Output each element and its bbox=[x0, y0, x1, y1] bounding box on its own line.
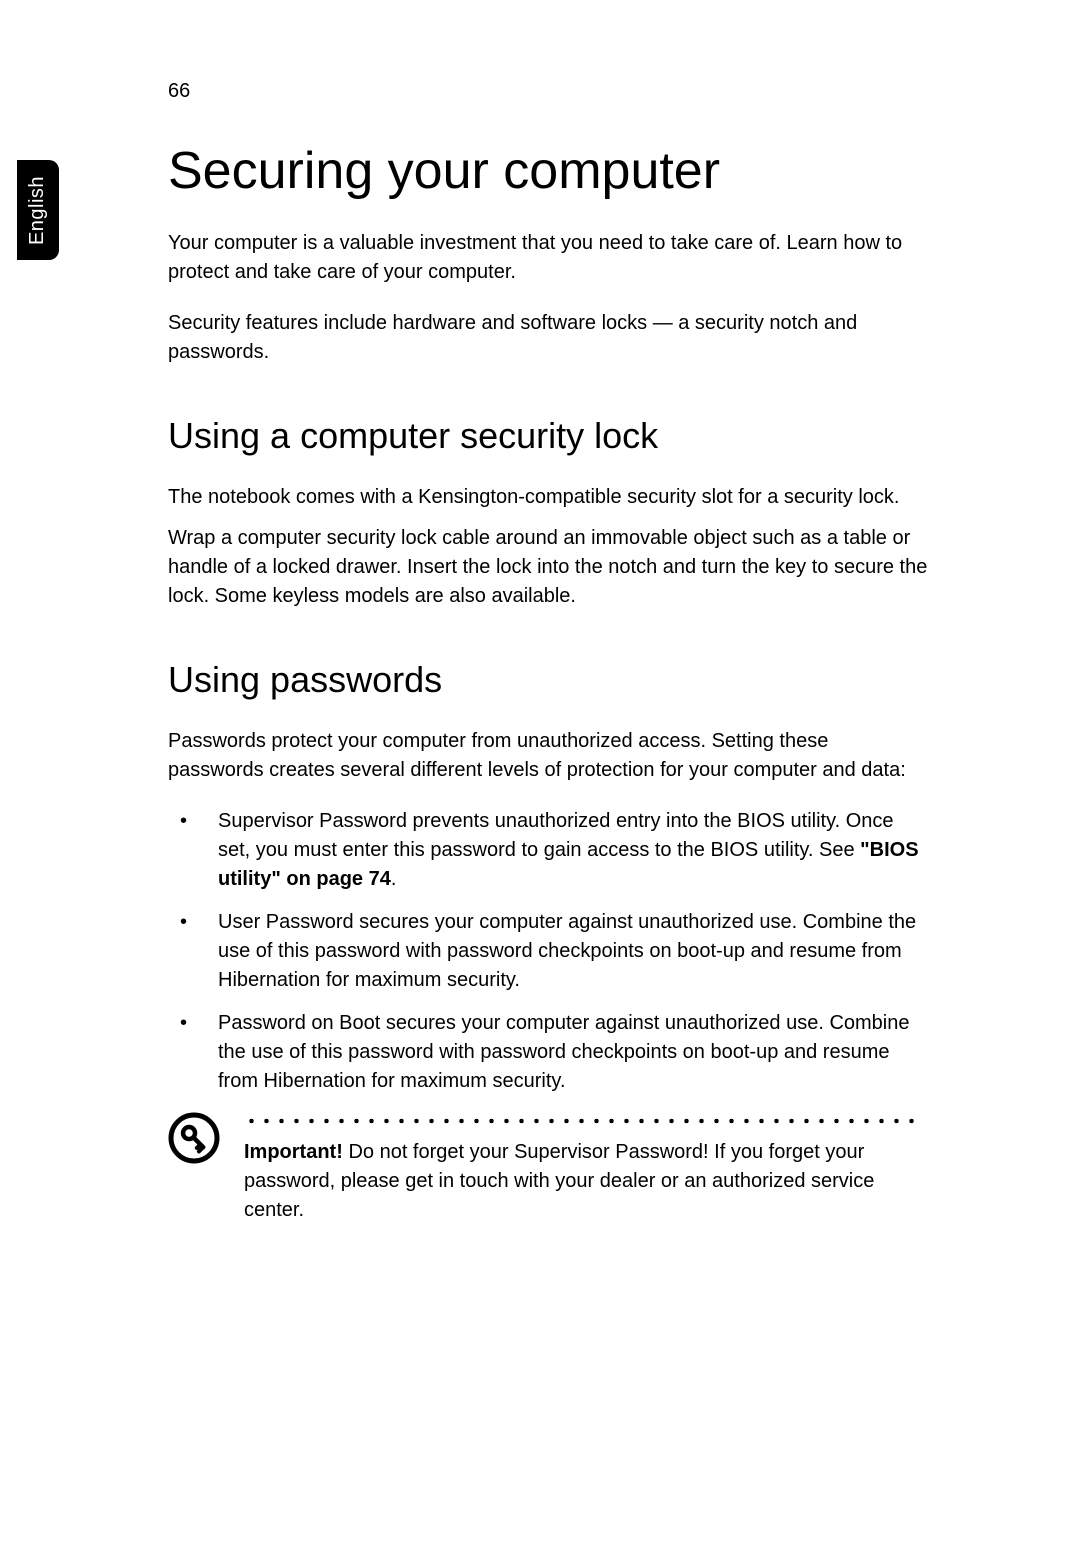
language-label: English bbox=[27, 175, 50, 244]
section-heading-passwords: Using passwords bbox=[168, 659, 928, 701]
bullet-text: Supervisor Password prevents unauthorize… bbox=[218, 810, 894, 861]
language-tab: English bbox=[17, 160, 59, 260]
note-label: Important! bbox=[244, 1141, 343, 1163]
page-content: 66 Securing your computer Your computer … bbox=[168, 80, 928, 1225]
section-heading-security-lock: Using a computer security lock bbox=[168, 415, 928, 457]
page-number: 66 bbox=[168, 80, 928, 103]
bullet-text: User Password secures your computer agai… bbox=[218, 911, 916, 991]
note-divider bbox=[244, 1118, 924, 1124]
list-item: Supervisor Password prevents unauthorize… bbox=[168, 807, 928, 894]
bullet-text: Password on Boot secures your computer a… bbox=[218, 1012, 910, 1092]
intro-paragraph-1: Your computer is a valuable investment t… bbox=[168, 229, 928, 287]
page-title: Securing your computer bbox=[168, 141, 928, 201]
list-item: User Password secures your computer agai… bbox=[168, 908, 928, 995]
security-lock-paragraph-1: The notebook comes with a Kensington-com… bbox=[168, 483, 928, 512]
list-item: Password on Boot secures your computer a… bbox=[168, 1009, 928, 1096]
note-text: Important! Do not forget your Supervisor… bbox=[244, 1138, 894, 1225]
important-note: Important! Do not forget your Supervisor… bbox=[168, 1118, 928, 1225]
note-key-icon bbox=[168, 1112, 220, 1164]
password-bullet-list: Supervisor Password prevents unauthorize… bbox=[168, 807, 928, 1096]
bullet-post: . bbox=[391, 868, 397, 890]
intro-paragraph-2: Security features include hardware and s… bbox=[168, 309, 928, 367]
security-lock-paragraph-2: Wrap a computer security lock cable arou… bbox=[168, 524, 928, 611]
passwords-intro: Passwords protect your computer from una… bbox=[168, 727, 928, 785]
